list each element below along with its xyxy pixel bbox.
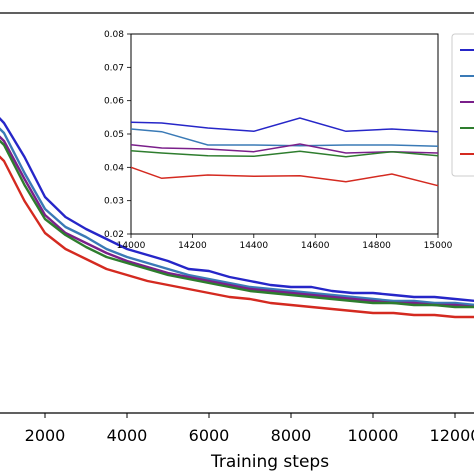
- inset-series-group: [130, 117, 439, 187]
- inset-x-tick-label: 14800: [362, 241, 391, 251]
- inset-y-tick-label: 0.04: [104, 163, 124, 173]
- main-x-tick-label: 4000: [107, 426, 148, 445]
- inset-y-tick-label: 0.08: [104, 30, 124, 40]
- inset-y-tick-label: 0.07: [104, 63, 124, 73]
- inset-y-tick-label: 0.02: [104, 230, 124, 240]
- main-x-tick-label: 10000: [348, 426, 399, 445]
- inset-x-tick-label: 14200: [178, 241, 207, 251]
- inset-series-line-4: [130, 149, 439, 158]
- main-x-tick-label: 6000: [189, 426, 230, 445]
- main-series-line-1: [0, 116, 474, 303]
- main-series-group: [0, 116, 474, 319]
- legend-box: [451, 33, 474, 177]
- inset-series-line-2: [130, 128, 439, 148]
- main-x-tick-label: 2000: [25, 426, 66, 445]
- inset-y-tick-label: 0.06: [104, 97, 124, 107]
- inset-y-tick-label: 0.03: [104, 197, 124, 207]
- main-x-tick-label: 12000: [430, 426, 474, 445]
- main-x-tick-label: 8000: [271, 426, 312, 445]
- inset-y-ticks: 0.02 0.03 0.04 0.05 0.06 0.07 0.08: [104, 30, 131, 240]
- legend-handles: [460, 49, 474, 155]
- inset-x-ticks: 14000 14200 14400 14600 14800 15000: [117, 234, 453, 251]
- inset-series-line-1: [130, 117, 439, 133]
- inset-y-tick-label: 0.05: [104, 130, 124, 140]
- inset-x-tick-label: 14000: [117, 241, 146, 251]
- inset-x-tick-label: 15000: [424, 241, 453, 251]
- main-x-ticks: 2000 4000 6000 8000 10000 12000: [25, 413, 474, 445]
- inset-series-line-5: [130, 166, 439, 187]
- main-series-line-4: [0, 139, 474, 309]
- inset-x-tick-label: 14600: [301, 241, 330, 251]
- inset-x-tick-label: 14400: [239, 241, 268, 251]
- main-series-line-2: [0, 127, 474, 307]
- main-series-line-5: [0, 155, 474, 319]
- inset-background: [130, 33, 439, 235]
- main-x-axis-label: Training steps: [210, 452, 329, 472]
